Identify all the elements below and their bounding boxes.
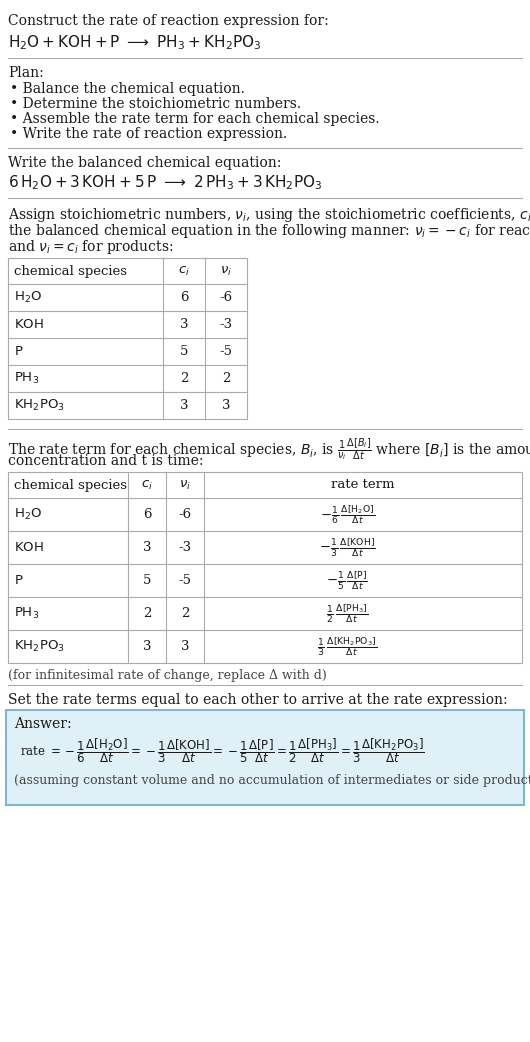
Text: $\mathrm{KOH}$: $\mathrm{KOH}$ [14,318,44,331]
Text: $\mathrm{PH_3}$: $\mathrm{PH_3}$ [14,606,39,621]
Text: 5: 5 [143,574,151,587]
Text: $\frac{1}{3}\,\frac{\Delta[\mathrm{KH_2PO_3}]}{\Delta t}$: $\frac{1}{3}\,\frac{\Delta[\mathrm{KH_2P… [317,635,377,658]
Text: $c_i$: $c_i$ [141,478,153,492]
Text: -6: -6 [219,291,233,304]
Text: chemical species: chemical species [14,478,127,492]
Text: 3: 3 [180,318,188,331]
Text: $-\frac{1}{5}\,\frac{\Delta[\mathrm{P}]}{\Delta t}$: $-\frac{1}{5}\,\frac{\Delta[\mathrm{P}]}… [326,569,368,592]
Text: $\mathrm{KH_2PO_3}$: $\mathrm{KH_2PO_3}$ [14,398,65,413]
Text: $-\frac{1}{6}\,\frac{\Delta[\mathrm{H_2O}]}{\Delta t}$: $-\frac{1}{6}\,\frac{\Delta[\mathrm{H_2O… [320,503,375,526]
Text: $\mathrm{H_2O}$: $\mathrm{H_2O}$ [14,507,42,522]
Text: $\mathrm{P}$: $\mathrm{P}$ [14,345,23,358]
Text: 2: 2 [181,607,189,620]
Text: (for infinitesimal rate of change, replace Δ with d): (for infinitesimal rate of change, repla… [8,669,327,683]
Text: Plan:: Plan: [8,66,44,80]
Text: • Write the rate of reaction expression.: • Write the rate of reaction expression. [10,127,287,141]
Text: The rate term for each chemical species, $B_i$, is $\frac{1}{\nu_i}\frac{\Delta[: The rate term for each chemical species,… [8,437,530,463]
Text: Construct the rate of reaction expression for:: Construct the rate of reaction expressio… [8,14,329,28]
Text: -5: -5 [179,574,191,587]
Text: (assuming constant volume and no accumulation of intermediates or side products): (assuming constant volume and no accumul… [14,774,530,787]
Bar [8,472,522,663]
Text: concentration and t is time:: concentration and t is time: [8,454,204,468]
Text: $\mathrm{H_2O + KOH + P \ \longrightarrow \ PH_3 + KH_2PO_3}$: $\mathrm{H_2O + KOH + P \ \longrightarro… [8,33,262,52]
Text: chemical species: chemical species [14,265,127,277]
Text: $\mathrm{6\,H_2O + 3\,KOH + 5\,P \ \longrightarrow \ 2\,PH_3 + 3\,KH_2PO_3}$: $\mathrm{6\,H_2O + 3\,KOH + 5\,P \ \long… [8,173,322,192]
Text: $\mathrm{H_2O}$: $\mathrm{H_2O}$ [14,290,42,305]
Text: 5: 5 [180,345,188,358]
Text: $\frac{1}{2}\,\frac{\Delta[\mathrm{PH_3}]}{\Delta t}$: $\frac{1}{2}\,\frac{\Delta[\mathrm{PH_3}… [326,602,368,625]
Text: • Assemble the rate term for each chemical species.: • Assemble the rate term for each chemic… [10,111,379,126]
Text: 3: 3 [143,541,151,554]
Text: 2: 2 [180,372,188,384]
Text: • Balance the chemical equation.: • Balance the chemical equation. [10,82,245,96]
Text: $\mathrm{KOH}$: $\mathrm{KOH}$ [14,541,44,554]
Text: 3: 3 [222,399,230,412]
Text: $\nu_i$: $\nu_i$ [179,478,191,492]
Text: $\mathrm{KH_2PO_3}$: $\mathrm{KH_2PO_3}$ [14,639,65,654]
Text: -3: -3 [219,318,233,331]
Text: and $\nu_i = c_i$ for products:: and $\nu_i = c_i$ for products: [8,238,173,256]
Text: rate $= -\dfrac{1}{6}\dfrac{\Delta[\mathrm{H_2O}]}{\Delta t}= -\dfrac{1}{3}\dfra: rate $= -\dfrac{1}{6}\dfrac{\Delta[\math… [20,736,425,765]
Text: -6: -6 [179,508,191,521]
Text: $c_i$: $c_i$ [178,265,190,277]
FancyBboxPatch shape [6,710,524,805]
Text: $-\frac{1}{3}\,\frac{\Delta[\mathrm{KOH}]}{\Delta t}$: $-\frac{1}{3}\,\frac{\Delta[\mathrm{KOH}… [319,537,375,559]
Text: -3: -3 [179,541,191,554]
Text: 2: 2 [222,372,230,384]
Text: $\mathrm{PH_3}$: $\mathrm{PH_3}$ [14,371,39,386]
Text: 3: 3 [181,640,189,653]
Text: 6: 6 [180,291,188,304]
Text: 6: 6 [143,508,151,521]
Text: rate term: rate term [331,478,395,492]
Text: the balanced chemical equation in the following manner: $\nu_i = -c_i$ for react: the balanced chemical equation in the fo… [8,222,530,240]
Text: 2: 2 [143,607,151,620]
Bar [8,258,247,419]
Text: 3: 3 [180,399,188,412]
Text: Assign stoichiometric numbers, $\nu_i$, using the stoichiometric coefficients, $: Assign stoichiometric numbers, $\nu_i$, … [8,206,530,224]
Text: 3: 3 [143,640,151,653]
Text: Write the balanced chemical equation:: Write the balanced chemical equation: [8,156,281,170]
Text: Answer:: Answer: [14,717,72,731]
Text: $\mathrm{P}$: $\mathrm{P}$ [14,574,23,587]
Text: Set the rate terms equal to each other to arrive at the rate expression:: Set the rate terms equal to each other t… [8,693,508,708]
Text: • Determine the stoichiometric numbers.: • Determine the stoichiometric numbers. [10,97,301,111]
Text: -5: -5 [219,345,233,358]
Text: $\nu_i$: $\nu_i$ [220,265,232,277]
